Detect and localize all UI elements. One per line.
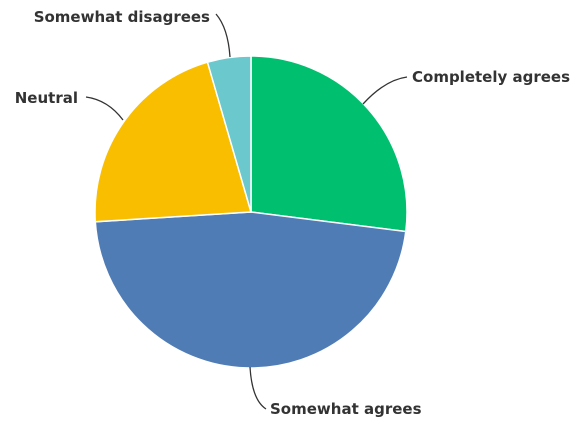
leader-line-somewhat-agrees	[249, 366, 267, 410]
leader-line-completely-agrees	[362, 76, 408, 105]
label-group-completely-agrees: Completely agrees	[362, 68, 570, 105]
leader-line-somewhat-disagrees	[215, 13, 231, 58]
leader-line-neutral	[85, 96, 124, 121]
slice-label-somewhat-agrees: Somewhat agrees	[270, 400, 422, 418]
slice-label-somewhat-disagrees: Somewhat disagrees	[34, 8, 210, 26]
label-group-somewhat-disagrees: Somewhat disagrees	[34, 8, 231, 58]
pie-slice-somewhat-agrees	[94, 211, 407, 369]
pie-slices	[94, 55, 408, 369]
pie-slice-somewhat-disagrees	[206, 55, 252, 213]
label-group-neutral: Neutral	[15, 89, 124, 121]
slice-label-completely-agrees: Completely agrees	[412, 68, 570, 86]
pie-slice-neutral	[94, 61, 252, 223]
slice-label-neutral: Neutral	[15, 89, 78, 107]
label-group-somewhat-agrees: Somewhat agrees	[249, 366, 422, 418]
pie-slice-completely-agrees	[250, 55, 408, 233]
